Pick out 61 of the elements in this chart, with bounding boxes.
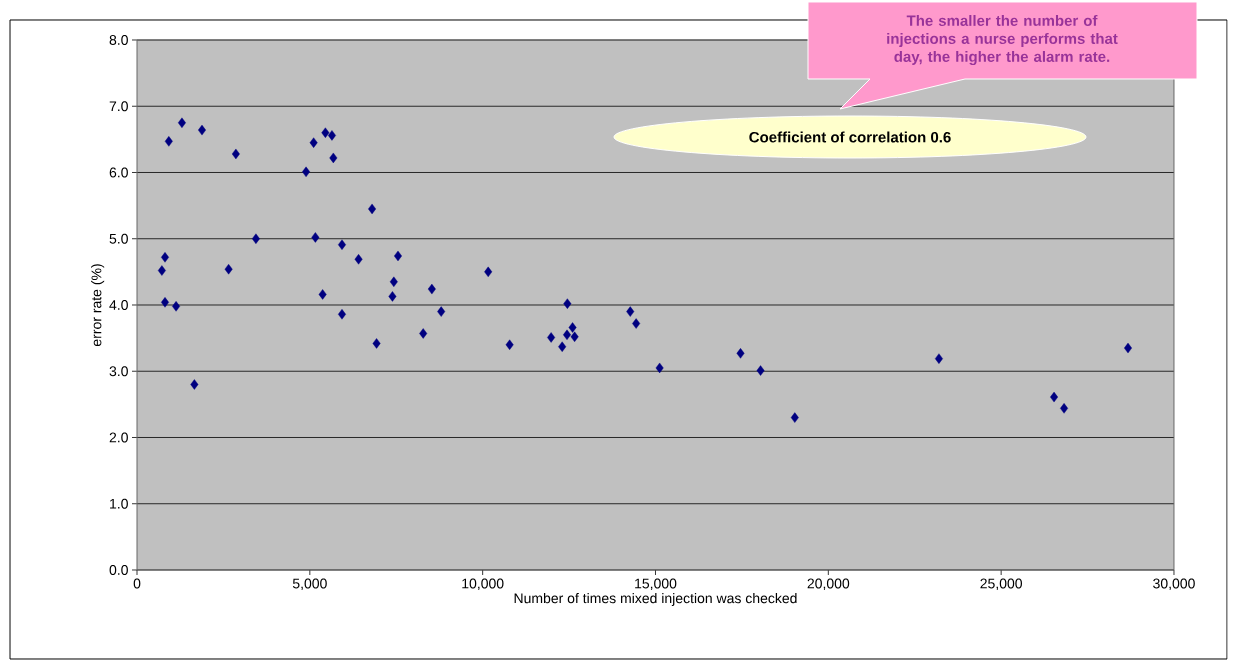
point — [231, 148, 240, 160]
point — [321, 127, 330, 138]
point — [427, 283, 436, 295]
point — [570, 331, 579, 342]
x-tick-label: 25,000 — [980, 578, 1023, 591]
point — [505, 339, 514, 350]
x-tick-label: 0 — [133, 578, 141, 589]
point — [172, 301, 181, 312]
point — [437, 306, 446, 317]
point — [934, 353, 943, 364]
annotation: The smaller the number of injections a nurse performs that day, the higher the alarm rate. — [887, 14, 1118, 66]
y-tick-label: 6.0 — [109, 167, 128, 178]
point — [655, 362, 664, 374]
point — [568, 322, 577, 333]
point — [547, 332, 556, 343]
y-tick-label: 8.0 — [109, 35, 128, 45]
point — [224, 264, 233, 275]
point — [388, 291, 397, 302]
point — [309, 137, 318, 148]
point — [790, 412, 799, 423]
point — [632, 318, 641, 329]
point — [161, 252, 169, 263]
point — [311, 232, 320, 243]
point — [251, 233, 260, 244]
point — [626, 306, 635, 317]
y-tick-label: 4.0 — [109, 300, 128, 310]
y-tick-label: 0.0 — [109, 565, 128, 575]
point — [736, 348, 745, 359]
point — [338, 239, 346, 250]
x-tick-label: 20,000 — [807, 578, 850, 591]
point — [354, 254, 363, 265]
point — [558, 341, 567, 352]
x-tick-label: 10,000 — [462, 578, 504, 591]
point — [563, 298, 572, 309]
x-tick-label: 30,000 — [1153, 578, 1195, 591]
y-tick-label: 2.0 — [109, 432, 128, 443]
point — [1060, 403, 1069, 414]
point — [368, 203, 377, 215]
annotation: Coefficient of correlation 0.6 — [749, 131, 951, 143]
point — [328, 130, 336, 141]
point — [389, 276, 398, 287]
point — [563, 329, 571, 340]
point — [419, 328, 428, 339]
point — [164, 136, 173, 147]
point — [338, 309, 346, 320]
x-tick-label: 5,000 — [292, 578, 327, 591]
point — [157, 265, 166, 276]
point — [318, 289, 327, 300]
point — [161, 297, 169, 308]
point — [484, 266, 493, 278]
x-tick-label: 15,000 — [635, 578, 677, 591]
y-tick-label: 1.0 — [110, 498, 128, 509]
y-tick-label: 3.0 — [109, 366, 128, 377]
y-tick-label: 5.0 — [109, 233, 128, 244]
y-tick-label: 7.0 — [109, 101, 128, 112]
point — [190, 379, 199, 390]
point — [329, 152, 338, 164]
point — [756, 365, 765, 376]
y-axis-title: error rate (%) — [91, 264, 105, 347]
point — [372, 338, 381, 349]
x-axis-title: Number of times mixed injection was checked — [514, 592, 797, 606]
